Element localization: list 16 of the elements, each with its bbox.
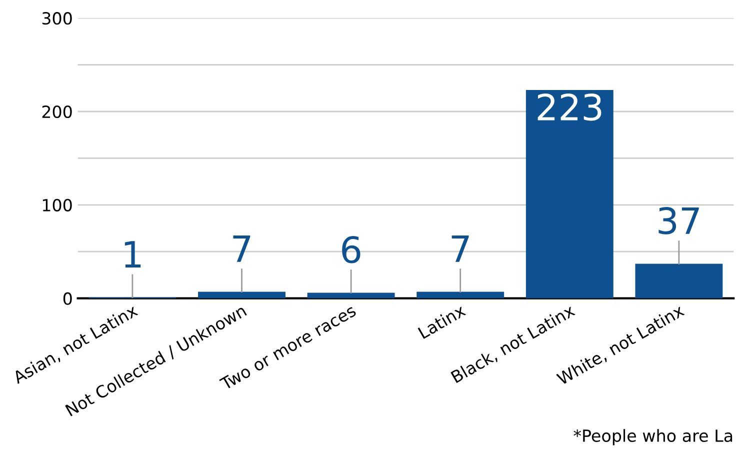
text: *People who are La — [574, 429, 732, 446]
data-label: 7 — [233, 236, 250, 262]
y-tick-label: 300 — [42, 12, 72, 25]
data-label: 7 — [452, 236, 469, 262]
data-label: 223 — [538, 93, 602, 121]
bar — [198, 292, 286, 298]
y-tick-label: 0 — [63, 292, 72, 305]
data-label: 1 — [124, 241, 141, 268]
data-label: 37 — [658, 207, 699, 234]
bar — [416, 292, 504, 298]
bar — [635, 264, 723, 298]
y-tick-label: 200 — [42, 105, 72, 118]
bar — [526, 90, 614, 298]
bar — [307, 292, 395, 298]
data-label: 6 — [342, 236, 360, 264]
y-tick-label: 100 — [42, 198, 72, 212]
